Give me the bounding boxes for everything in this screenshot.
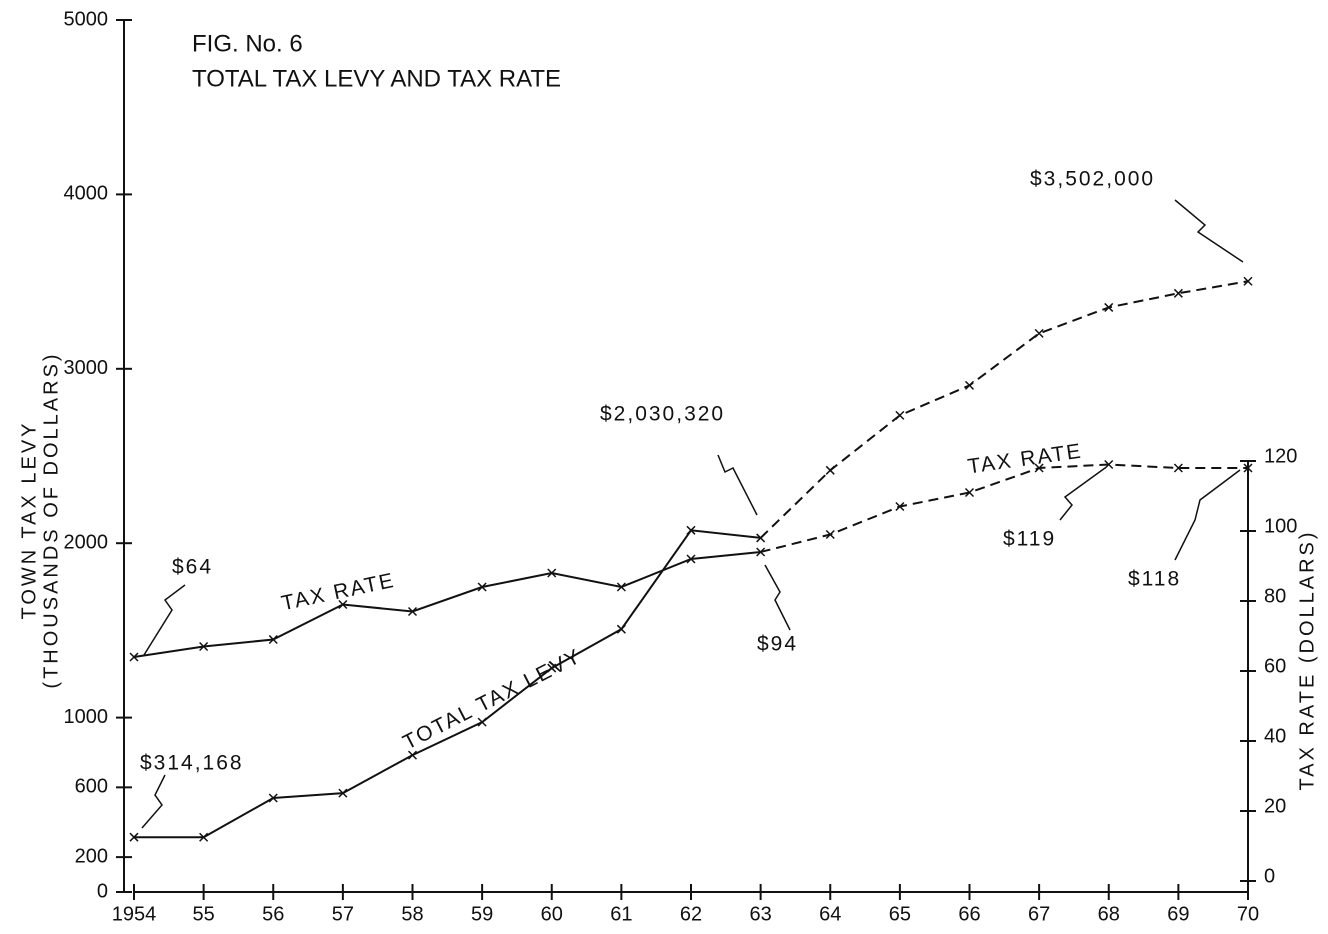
x-tick-label: 1954 [112, 903, 157, 925]
y-axis-label: (THOUSANDS OF DOLLARS) [40, 351, 62, 688]
y-tick-label: 3000 [64, 357, 109, 379]
point-marker [338, 599, 348, 610]
point-marker [268, 634, 278, 645]
line-series [133, 529, 761, 839]
arrows [141, 199, 1244, 829]
point-marker [547, 568, 557, 578]
point-marker [477, 582, 487, 592]
point-marker [268, 793, 278, 803]
point-marker [1104, 459, 1114, 470]
x-tick-label: 58 [401, 903, 423, 925]
point-marker [407, 606, 418, 617]
x-tick-label: 69 [1167, 903, 1189, 925]
point-marker [338, 788, 348, 798]
x-tick-label: 55 [193, 903, 215, 925]
point-marker [825, 529, 835, 540]
point-marker [407, 750, 418, 760]
x-tick-label: 65 [889, 903, 911, 925]
point-marker [895, 501, 905, 512]
y2-tick-label: 100 [1264, 515, 1297, 537]
point-marker [1173, 288, 1183, 298]
x-tick-label: 61 [610, 903, 632, 925]
point-marker [129, 832, 139, 842]
point-marker [756, 533, 766, 543]
point-marker [477, 717, 487, 727]
y-tick-label: 200 [75, 845, 108, 867]
x-tick-label: 70 [1237, 903, 1259, 925]
annotation: $119 [1003, 528, 1056, 551]
point-marker [1243, 276, 1253, 286]
y2-tick-label: 80 [1264, 585, 1286, 607]
line-series [759, 280, 1249, 539]
point-marker [129, 652, 139, 662]
y2-tick-label: 40 [1264, 725, 1286, 747]
annotation: $314,168 [140, 752, 244, 775]
line-series [133, 551, 761, 658]
point-marker [895, 410, 905, 420]
line-series [760, 463, 1248, 553]
y-tick-label: 4000 [64, 183, 109, 205]
point-marker [1034, 328, 1044, 338]
x-tick-label: 62 [680, 903, 702, 925]
chart-title: FIG. No. 6 [192, 30, 303, 57]
y-tick-label: 1000 [64, 706, 109, 728]
y2-axis-label: TAX RATE (DOLLARS) [1296, 529, 1318, 790]
chart-subtitle: TOTAL TAX LEVY AND TAX RATE [192, 65, 561, 92]
annotation: $94 [757, 633, 798, 656]
y-tick-label: 2000 [64, 531, 109, 553]
annotation: $64 [172, 556, 213, 579]
point-marker [1104, 302, 1114, 312]
point-marker [199, 832, 209, 842]
y2-tick-label: 0 [1264, 865, 1275, 887]
x-tick-label: 60 [541, 903, 563, 925]
point-marker [199, 641, 209, 652]
y-axis-label: TOWN TAX LEVY [18, 420, 40, 619]
y-tick-label: 600 [75, 776, 108, 798]
point-marker [825, 465, 835, 475]
point-marker [1173, 463, 1183, 473]
annotation: $118 [1128, 568, 1181, 591]
point-marker [686, 554, 696, 564]
point-marker [964, 487, 975, 498]
annotation: TOTAL TAX LEVY [399, 644, 585, 754]
y-tick-label: 5000 [64, 8, 109, 30]
x-tick-label: 68 [1098, 903, 1120, 925]
x-tick-label: 63 [750, 903, 772, 925]
point-marker [686, 525, 696, 535]
annotation: $3,502,000 [1030, 168, 1155, 191]
x-tick-label: 67 [1028, 903, 1050, 925]
y2-tick-label: 60 [1264, 655, 1286, 677]
x-tick-label: 64 [819, 903, 841, 925]
annotation: $2,030,320 [600, 403, 725, 426]
x-tick-label: 57 [332, 903, 354, 925]
point-marker [616, 624, 626, 634]
x-tick-label: 66 [958, 903, 980, 925]
y2-tick-label: 20 [1264, 795, 1286, 817]
y2-tick-label: 120 [1264, 445, 1297, 467]
point-marker [547, 663, 557, 673]
point-marker [1243, 463, 1253, 473]
point-marker [756, 547, 766, 557]
point-marker [616, 582, 626, 592]
point-marker [964, 380, 975, 390]
x-tick-label: 56 [262, 903, 284, 925]
point-marker [1034, 463, 1044, 473]
y-tick-label: 0 [97, 880, 108, 902]
x-tick-label: 59 [471, 903, 493, 925]
